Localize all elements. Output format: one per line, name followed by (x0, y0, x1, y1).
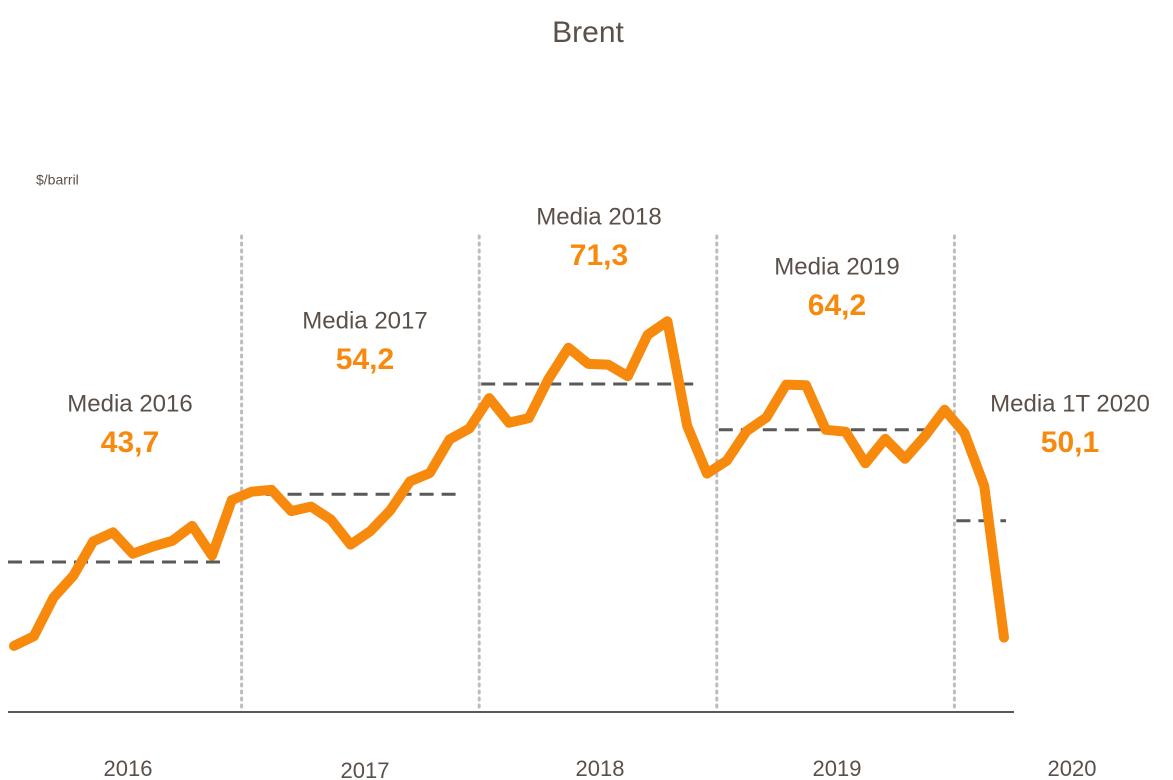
x-tick-label: 2019 (813, 756, 862, 780)
average-label: Media 2016 (67, 390, 192, 417)
average-value: 43,7 (101, 426, 159, 459)
average-label: Media 2019 (774, 253, 899, 280)
average-value: 71,3 (570, 239, 628, 272)
x-tick-label: 2020 (1048, 756, 1097, 780)
average-label: Media 1T 2020 (990, 390, 1150, 417)
average-value: 54,2 (336, 343, 394, 376)
chart-title: Brent (552, 16, 624, 49)
average-label: Media 2017 (302, 307, 427, 334)
x-tick-label: 2018 (576, 756, 625, 780)
price-line (9, 316, 1009, 651)
x-tick-label: 2016 (104, 756, 153, 780)
average-value: 64,2 (808, 289, 866, 322)
average-label: Media 2018 (536, 203, 661, 230)
average-value: 50,1 (1041, 426, 1099, 459)
x-tick-label: 2017 (341, 758, 390, 780)
y-axis-label: $/barril (36, 172, 79, 188)
